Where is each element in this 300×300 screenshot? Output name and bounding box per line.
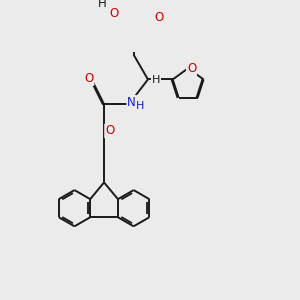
- Text: H: H: [136, 101, 145, 111]
- Text: O: O: [84, 72, 93, 85]
- Text: O: O: [105, 124, 114, 137]
- Text: H: H: [98, 0, 106, 10]
- Text: O: O: [155, 11, 164, 24]
- Text: O: O: [187, 62, 196, 75]
- Text: O: O: [109, 7, 118, 20]
- Text: N: N: [127, 96, 136, 109]
- Text: H: H: [152, 75, 160, 85]
